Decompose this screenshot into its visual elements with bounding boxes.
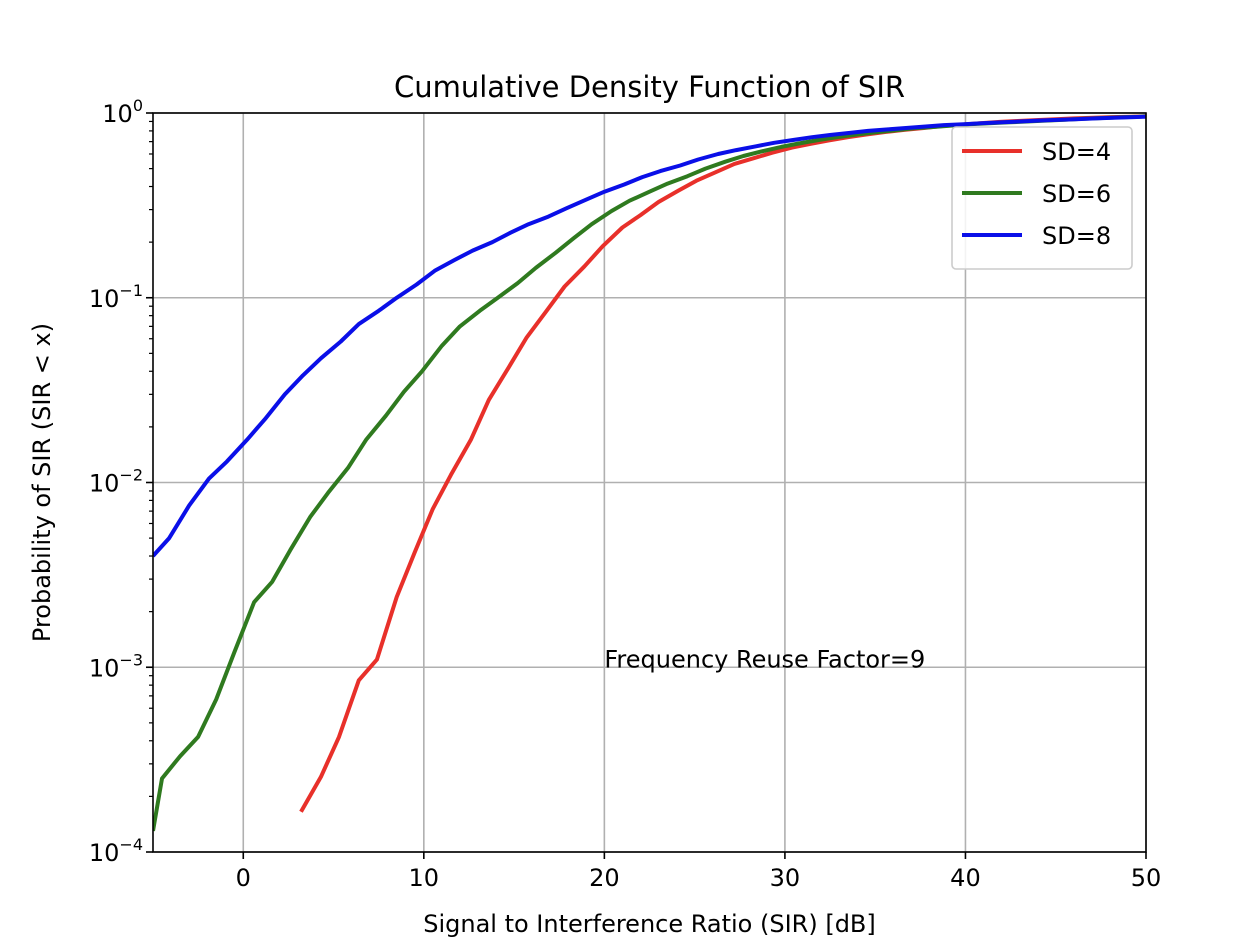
- series-lines: [153, 114, 1146, 832]
- y-tick-label: 10−4: [89, 835, 143, 867]
- annotations: Frequency Reuse Factor=9: [604, 645, 925, 673]
- x-tick-label: 10: [409, 864, 440, 892]
- chart-title: Cumulative Density Function of SIR: [394, 70, 905, 104]
- x-tick-label: 0: [236, 864, 251, 892]
- y-tick-label: 10−3: [89, 650, 143, 682]
- legend-label: SD=8: [1042, 222, 1111, 250]
- y-axis-label: Probability of SIR (SIR < x): [28, 323, 56, 642]
- axis-ticks: 0 10 20 30 40 50 10−4 10−3 10−2 10−1 100: [89, 96, 1161, 892]
- series-line-sd8: [153, 114, 1146, 558]
- x-tick-label: 50: [1131, 864, 1162, 892]
- x-axis-label: Signal to Interference Ratio (SIR) [dB]: [423, 910, 876, 938]
- y-tick-label: 10−2: [89, 466, 143, 498]
- y-tick-label: 100: [102, 96, 143, 128]
- legend: SD=4 SD=6 SD=8: [951, 126, 1133, 270]
- x-tick-label: 20: [589, 864, 620, 892]
- y-tick-label: 10−1: [89, 281, 143, 313]
- legend-label: SD=6: [1042, 180, 1111, 208]
- legend-label: SD=4: [1042, 138, 1111, 166]
- x-tick-label: 30: [770, 864, 801, 892]
- x-tick-label: 40: [950, 864, 981, 892]
- annotation-text: Frequency Reuse Factor=9: [604, 645, 925, 673]
